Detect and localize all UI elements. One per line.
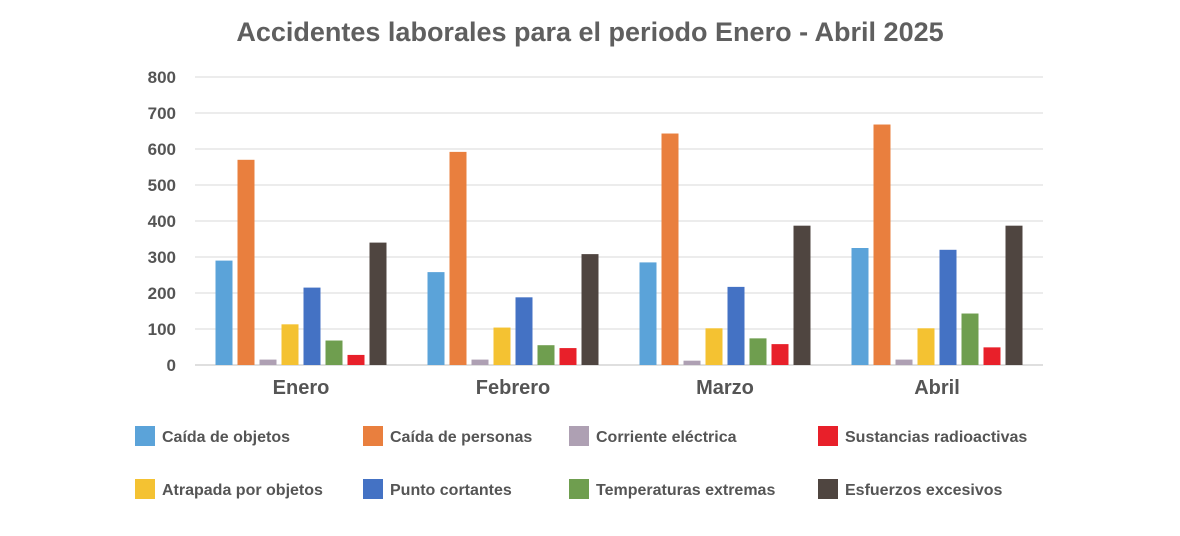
- bar-temperaturas-extremas-enero: [325, 340, 343, 365]
- bar-corriente-eléctrica-marzo: [683, 360, 701, 365]
- bar-caída-de-personas-enero: [237, 159, 255, 365]
- legend-label: Punto cortantes: [390, 482, 512, 499]
- bar-atrapada-por-objetos-marzo: [705, 328, 723, 365]
- bar-temperaturas-extremas-marzo: [749, 338, 767, 365]
- x-tick-label: Enero: [273, 377, 330, 399]
- legend-label: Caída de objetos: [162, 429, 290, 446]
- legend-label: Esfuerzos excesivos: [845, 482, 1003, 499]
- bar-punto-cortantes-febrero: [515, 297, 533, 365]
- y-tick-label: 800: [148, 68, 176, 87]
- bars: [215, 124, 1023, 366]
- bar-temperaturas-extremas-abril: [961, 313, 979, 365]
- legend-swatch: [818, 479, 838, 499]
- legend-swatch: [135, 426, 155, 446]
- legend-item: Punto cortantes: [363, 479, 512, 499]
- y-axis-ticks: 0 100 200 300 400 500 600 700 800: [148, 68, 176, 375]
- bar-corriente-eléctrica-enero: [259, 359, 277, 365]
- legend-swatch: [135, 479, 155, 499]
- bar-sustancias-radioactivas-febrero: [559, 348, 577, 365]
- legend-swatch: [363, 479, 383, 499]
- y-tick-label: 700: [148, 104, 176, 123]
- gridlines: [195, 76, 1043, 366]
- bar-caída-de-personas-marzo: [661, 133, 679, 365]
- x-tick-label: Abril: [914, 377, 960, 399]
- legend-item: Caída de objetos: [135, 426, 290, 446]
- bar-punto-cortantes-abril: [939, 249, 957, 365]
- legend-swatch: [818, 426, 838, 446]
- y-tick-label: 100: [148, 320, 176, 339]
- x-axis-ticks: Enero Febrero Marzo Abril: [273, 377, 960, 399]
- legend-item: Atrapada por objetos: [135, 479, 323, 499]
- legend-item: Sustancias radioactivas: [818, 426, 1027, 446]
- y-tick-label: 300: [148, 248, 176, 267]
- bar-sustancias-radioactivas-abril: [983, 347, 1001, 365]
- bar-caída-de-objetos-febrero: [427, 272, 445, 365]
- legend-item: Caída de personas: [363, 426, 532, 446]
- legend-label: Temperaturas extremas: [596, 482, 775, 499]
- y-tick-label: 400: [148, 212, 176, 231]
- bar-caída-de-objetos-enero: [215, 260, 233, 365]
- bar-caída-de-personas-febrero: [449, 151, 467, 365]
- legend-label: Corriente eléctrica: [596, 429, 737, 446]
- bar-atrapada-por-objetos-enero: [281, 324, 299, 365]
- bar-punto-cortantes-enero: [303, 287, 321, 365]
- legend-item: Corriente eléctrica: [569, 426, 737, 446]
- bar-corriente-eléctrica-febrero: [471, 359, 489, 365]
- x-tick-label: Febrero: [476, 377, 550, 399]
- bar-caída-de-personas-abril: [873, 124, 891, 366]
- legend-item: Temperaturas extremas: [569, 479, 775, 499]
- bar-sustancias-radioactivas-enero: [347, 354, 365, 365]
- y-tick-label: 200: [148, 284, 176, 303]
- legend-label: Sustancias radioactivas: [845, 429, 1027, 446]
- bar-corriente-eléctrica-abril: [895, 359, 913, 365]
- bar-esfuerzos-excesivos-enero: [369, 242, 387, 365]
- legend-swatch: [569, 426, 589, 446]
- bar-esfuerzos-excesivos-febrero: [581, 254, 599, 365]
- y-tick-label: 0: [167, 356, 176, 375]
- bar-esfuerzos-excesivos-abril: [1005, 225, 1023, 365]
- bar-temperaturas-extremas-febrero: [537, 345, 555, 365]
- y-tick-label: 600: [148, 140, 176, 159]
- legend-label: Caída de personas: [390, 429, 532, 446]
- legend-swatch: [569, 479, 589, 499]
- chart-title: Accidentes laborales para el periodo Ene…: [236, 17, 943, 47]
- bar-caída-de-objetos-marzo: [639, 262, 657, 365]
- bar-sustancias-radioactivas-marzo: [771, 344, 789, 365]
- y-tick-label: 500: [148, 176, 176, 195]
- bar-caída-de-objetos-abril: [851, 248, 869, 365]
- legend: Caída de objetos Caída de personas Corrien…: [135, 426, 1027, 499]
- bar-esfuerzos-excesivos-marzo: [793, 225, 811, 365]
- legend-swatch: [363, 426, 383, 446]
- legend-item: Esfuerzos excesivos: [818, 479, 1003, 499]
- x-tick-label: Marzo: [696, 377, 754, 399]
- legend-label: Atrapada por objetos: [162, 482, 323, 499]
- bar-atrapada-por-objetos-abril: [917, 328, 935, 365]
- bar-punto-cortantes-marzo: [727, 286, 745, 365]
- bar-atrapada-por-objetos-febrero: [493, 327, 511, 365]
